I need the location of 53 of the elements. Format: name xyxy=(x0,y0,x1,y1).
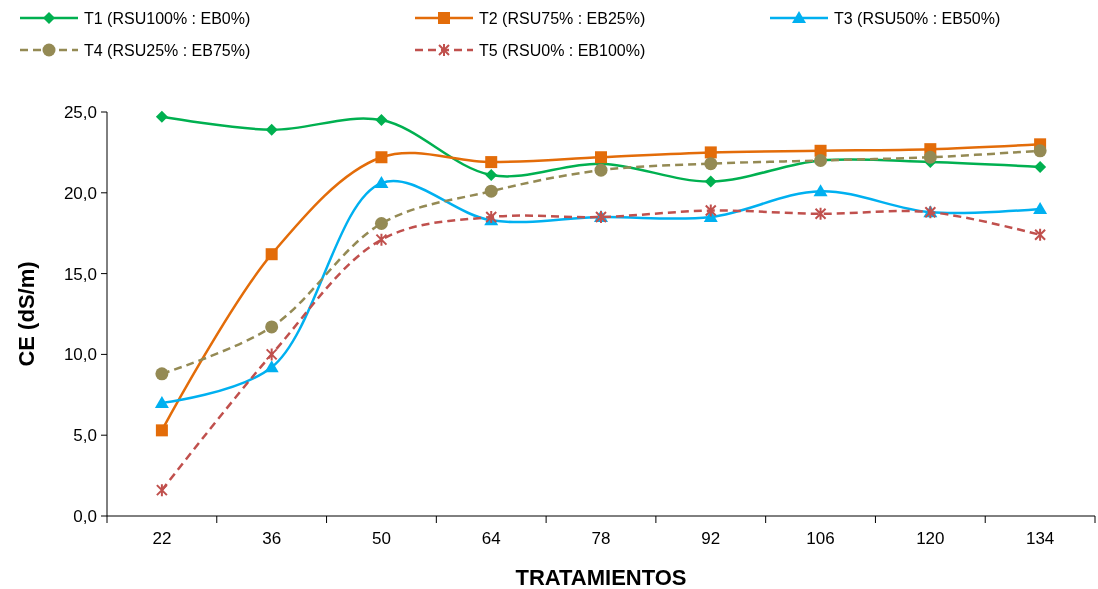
point xyxy=(375,114,388,127)
point xyxy=(375,151,388,164)
y-tick-label: 25,0 xyxy=(63,102,97,122)
y-tick-label: 20,0 xyxy=(63,183,97,203)
y-tick-label: 5,0 xyxy=(73,426,97,446)
point xyxy=(265,320,279,334)
point xyxy=(265,347,278,362)
legend-label: T5 (RSU0% : EB100%) xyxy=(479,41,646,59)
point xyxy=(704,203,717,218)
y-tick-label: 0,0 xyxy=(73,506,97,526)
point xyxy=(484,184,498,198)
point xyxy=(154,395,169,408)
point xyxy=(923,150,937,164)
point xyxy=(485,169,498,182)
x-tick-label: 22 xyxy=(152,529,172,548)
x-tick-label: 92 xyxy=(701,529,721,548)
x-tick-label: 134 xyxy=(1025,529,1055,548)
x-tick-label: 120 xyxy=(916,529,945,548)
point xyxy=(265,123,278,136)
point xyxy=(374,217,388,230)
legend-label: T2 (RSU75% : EB25%) xyxy=(479,9,646,27)
point xyxy=(814,206,827,221)
legend-label: T1 (RSU100% : EB0%) xyxy=(84,9,251,27)
point xyxy=(813,184,828,197)
x-tick-label: 36 xyxy=(262,529,282,548)
y-tick-label: 10,0 xyxy=(63,345,97,365)
x-tick-label: 106 xyxy=(806,529,835,548)
point xyxy=(1034,227,1047,242)
point xyxy=(704,146,717,159)
point xyxy=(1033,201,1048,214)
y-axis-title: CE (dS/m) xyxy=(14,261,39,367)
x-tick-label: 78 xyxy=(591,529,611,548)
point xyxy=(155,483,168,498)
point xyxy=(265,248,278,261)
point xyxy=(595,151,607,164)
legend-label: T4 (RSU25% : EB75%) xyxy=(84,41,251,59)
point xyxy=(155,367,169,381)
point xyxy=(264,360,279,373)
x-axis-title: TRATAMIENTOS xyxy=(515,565,687,589)
x-tick-label: 64 xyxy=(481,529,501,548)
y-tick-label: 15,0 xyxy=(63,264,97,284)
point xyxy=(155,110,168,123)
point xyxy=(1034,160,1047,173)
legend-label: T3 (RSU50% : EB50%) xyxy=(834,9,1001,27)
point xyxy=(375,232,388,247)
point xyxy=(374,176,389,189)
x-tick-label: 50 xyxy=(371,529,391,548)
point xyxy=(155,424,168,437)
point xyxy=(704,157,718,171)
point xyxy=(1033,144,1047,158)
point xyxy=(704,175,717,188)
point xyxy=(485,156,498,169)
point xyxy=(594,163,608,177)
